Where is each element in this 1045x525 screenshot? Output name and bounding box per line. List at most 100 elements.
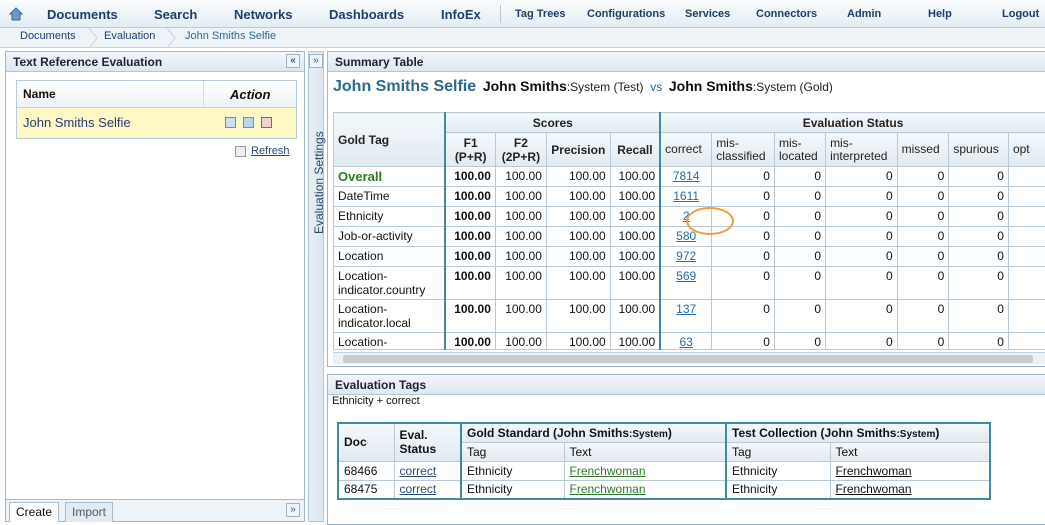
cell-ml: 0 bbox=[773, 299, 827, 333]
col-spurious: spurious bbox=[948, 132, 1009, 167]
nav-tag-trees[interactable]: Tag Trees bbox=[515, 8, 566, 20]
evaluation-settings-label[interactable]: Evaluation Settings bbox=[312, 131, 326, 234]
col-gold-tag: Gold Tag bbox=[333, 112, 447, 167]
summary-table-scroll[interactable]: Gold Tag Scores Evaluation Status F1 (P+R… bbox=[333, 112, 1045, 352]
collapse-left-icon[interactable]: « bbox=[286, 54, 300, 68]
breadcrumb-current: John Smiths Selfie bbox=[185, 30, 277, 42]
table-row: 68466 correct Ethnicity Frenchwoman Ethnicit… bbox=[337, 460, 991, 481]
home-icon[interactable] bbox=[8, 6, 24, 22]
cell-r: 100.00 bbox=[609, 332, 661, 350]
panel-header: Text Reference Evaluation « bbox=[6, 52, 304, 72]
cell-sp: 0 bbox=[948, 206, 1009, 227]
cell-opt bbox=[1007, 226, 1045, 247]
horizontal-scrollbar[interactable] bbox=[333, 352, 1045, 364]
cell-sp: 0 bbox=[948, 246, 1009, 267]
cell-f1: 100.00 bbox=[444, 246, 496, 267]
list-header: Name Action bbox=[17, 81, 296, 108]
correct-count-link[interactable]: 972 bbox=[676, 249, 697, 263]
status-link[interactable]: correct bbox=[399, 482, 437, 497]
correct-count-link[interactable]: 63 bbox=[679, 335, 693, 349]
view-icon[interactable] bbox=[225, 117, 236, 128]
list-item-name[interactable]: John Smiths Selfie bbox=[23, 115, 131, 130]
cell-correct[interactable]: 137 bbox=[659, 299, 713, 333]
nav-search[interactable]: Search bbox=[154, 7, 198, 22]
cell-ml: 0 bbox=[773, 186, 827, 207]
text-reference-panel: Text Reference Evaluation « Name Action … bbox=[5, 51, 305, 522]
cell-gold_tag: Ethnicity bbox=[460, 479, 565, 500]
summary-title: John Smiths Selfie John Smiths:System (T… bbox=[333, 78, 833, 96]
cell-gold_tag: Ethnicity bbox=[460, 460, 565, 481]
tab-import[interactable]: Import bbox=[65, 502, 114, 522]
status-link[interactable]: correct bbox=[399, 463, 437, 478]
nav-services[interactable]: Services bbox=[685, 8, 731, 20]
cell-ml: 0 bbox=[773, 166, 827, 187]
cell-correct[interactable]: 569 bbox=[659, 266, 713, 300]
delete-icon[interactable] bbox=[261, 117, 272, 128]
download-icon[interactable] bbox=[243, 117, 254, 128]
tab-create[interactable]: Create bbox=[9, 502, 60, 522]
cell-ml: 0 bbox=[773, 206, 827, 227]
eval-subtitle: Ethnicity + correct bbox=[332, 395, 420, 407]
col-action: Action bbox=[230, 87, 271, 102]
cell-tag: Location- bbox=[333, 332, 447, 350]
cell-opt bbox=[1007, 266, 1045, 300]
nav-admin[interactable]: Admin bbox=[847, 8, 882, 20]
breadcrumb-documents[interactable]: Documents bbox=[20, 30, 76, 42]
cell-correct[interactable]: 7814 bbox=[659, 166, 713, 187]
nav-connectors[interactable]: Connectors bbox=[756, 8, 818, 20]
cell-correct[interactable]: 63 bbox=[659, 332, 713, 350]
cell-doc: 68475 bbox=[337, 479, 395, 500]
cell-test_text[interactable]: Frenchwoman bbox=[829, 479, 991, 500]
nav-logout[interactable]: Logout bbox=[1002, 8, 1040, 20]
cell-status[interactable]: correct bbox=[393, 460, 462, 481]
cell-test_text[interactable]: Frenchwoman bbox=[829, 460, 991, 481]
correct-count-link[interactable]: 7814 bbox=[672, 169, 700, 183]
cell-tag: Location-indicator.country bbox=[333, 266, 447, 300]
col-recall: Recall bbox=[609, 132, 661, 167]
correct-count-link[interactable]: 137 bbox=[676, 302, 697, 316]
evaluation-tags-panel: Evaluation Tags Ethnicity + correct Doc … bbox=[327, 374, 1045, 525]
cell-tag: Location-indicator.local bbox=[333, 299, 447, 333]
cell-status[interactable]: correct bbox=[393, 479, 462, 500]
evaluation-settings-strip[interactable]: » Evaluation Settings bbox=[308, 51, 326, 522]
refresh-link[interactable]: Refresh bbox=[251, 145, 290, 157]
cell-f2: 100.00 bbox=[494, 166, 547, 187]
nav-documents[interactable]: Documents bbox=[47, 7, 118, 22]
summary-panel: Summary Table John Smiths Selfie John Sm… bbox=[327, 51, 1045, 367]
left-tabs: Create Import » bbox=[6, 499, 304, 522]
cell-gold_text[interactable]: Frenchwoman bbox=[563, 460, 727, 481]
table-row: Job-or-activity 100.00 100.00 100.00 100.00 5… bbox=[333, 226, 1045, 247]
nav-networks[interactable]: Networks bbox=[234, 7, 293, 22]
cell-gold_text[interactable]: Frenchwoman bbox=[563, 479, 727, 500]
evaluation-name: John Smiths Selfie bbox=[333, 78, 477, 95]
summary-table: Gold Tag Scores Evaluation Status F1 (P+R… bbox=[333, 112, 1045, 350]
cell-tag: Overall bbox=[333, 166, 447, 187]
col-test-text: Text bbox=[829, 441, 991, 462]
correct-count-link[interactable]: 1611 bbox=[673, 189, 700, 203]
nav-help[interactable]: Help bbox=[928, 8, 952, 20]
correct-count-link[interactable]: 580 bbox=[676, 229, 697, 243]
cell-correct[interactable]: 972 bbox=[659, 246, 713, 267]
expand-icon[interactable]: » bbox=[309, 54, 323, 68]
cell-sp: 0 bbox=[948, 186, 1009, 207]
list-item[interactable]: John Smiths Selfie bbox=[17, 108, 296, 138]
cell-opt bbox=[1007, 332, 1045, 350]
col-misclassified: mis-classified bbox=[711, 132, 775, 167]
eval-panel-title: Evaluation Tags bbox=[335, 378, 427, 392]
scroll-thumb[interactable] bbox=[343, 355, 1033, 363]
table-row: Location-indicator.country 100.00 100.00 10… bbox=[333, 266, 1045, 300]
cell-f2: 100.00 bbox=[494, 206, 547, 227]
chevron-down-icon[interactable]: » bbox=[286, 503, 300, 517]
cell-f2: 100.00 bbox=[494, 246, 547, 267]
cell-f2: 100.00 bbox=[494, 299, 547, 333]
cell-correct[interactable]: 1611 bbox=[659, 186, 713, 207]
nav-infoex[interactable]: InfoEx bbox=[441, 7, 481, 22]
refresh-icon[interactable] bbox=[235, 146, 246, 157]
nav-dashboards[interactable]: Dashboards bbox=[329, 7, 405, 22]
correct-count-link[interactable]: 569 bbox=[676, 269, 697, 283]
cell-f1: 100.00 bbox=[444, 206, 496, 227]
nav-configurations[interactable]: Configurations bbox=[587, 8, 666, 20]
cell-r: 100.00 bbox=[609, 266, 661, 300]
breadcrumb-evaluation[interactable]: Evaluation bbox=[104, 30, 156, 42]
